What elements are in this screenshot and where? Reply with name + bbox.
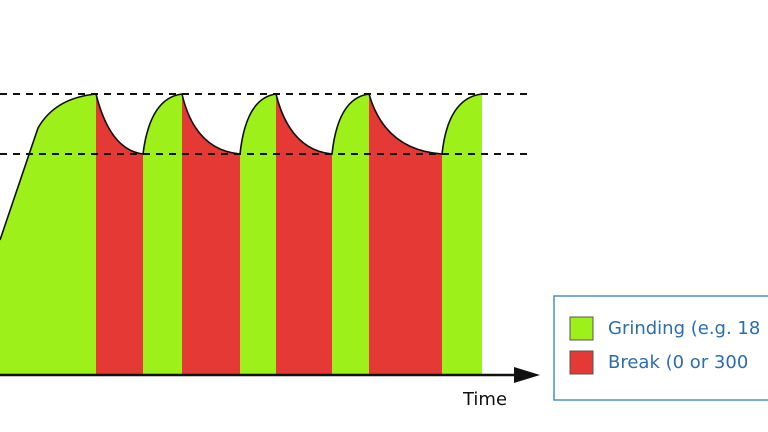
legend-label: Break (0 or 300: [608, 352, 748, 373]
axis-label: Time: [462, 389, 507, 410]
break-phase: [276, 94, 332, 375]
grinding-phase: [240, 94, 276, 375]
legend-label: Grinding (e.g. 18: [608, 318, 760, 339]
grinding-phase: [143, 94, 182, 375]
legend-box: [553, 295, 768, 401]
break-phase: [96, 94, 143, 375]
grinding-phase: [0, 94, 96, 375]
phases: [0, 94, 482, 375]
grinding-phase: [442, 94, 482, 375]
axis-arrow: [514, 367, 540, 383]
grinding-phase: [332, 94, 369, 375]
legend: Grinding (e.g. 18 Break (0 or 300: [553, 295, 768, 401]
legend-swatch: [569, 316, 594, 341]
temperature-curve: [0, 93, 483, 241]
legend-swatch: [569, 350, 594, 375]
break-phase: [369, 94, 442, 375]
break-phase: [182, 94, 240, 375]
